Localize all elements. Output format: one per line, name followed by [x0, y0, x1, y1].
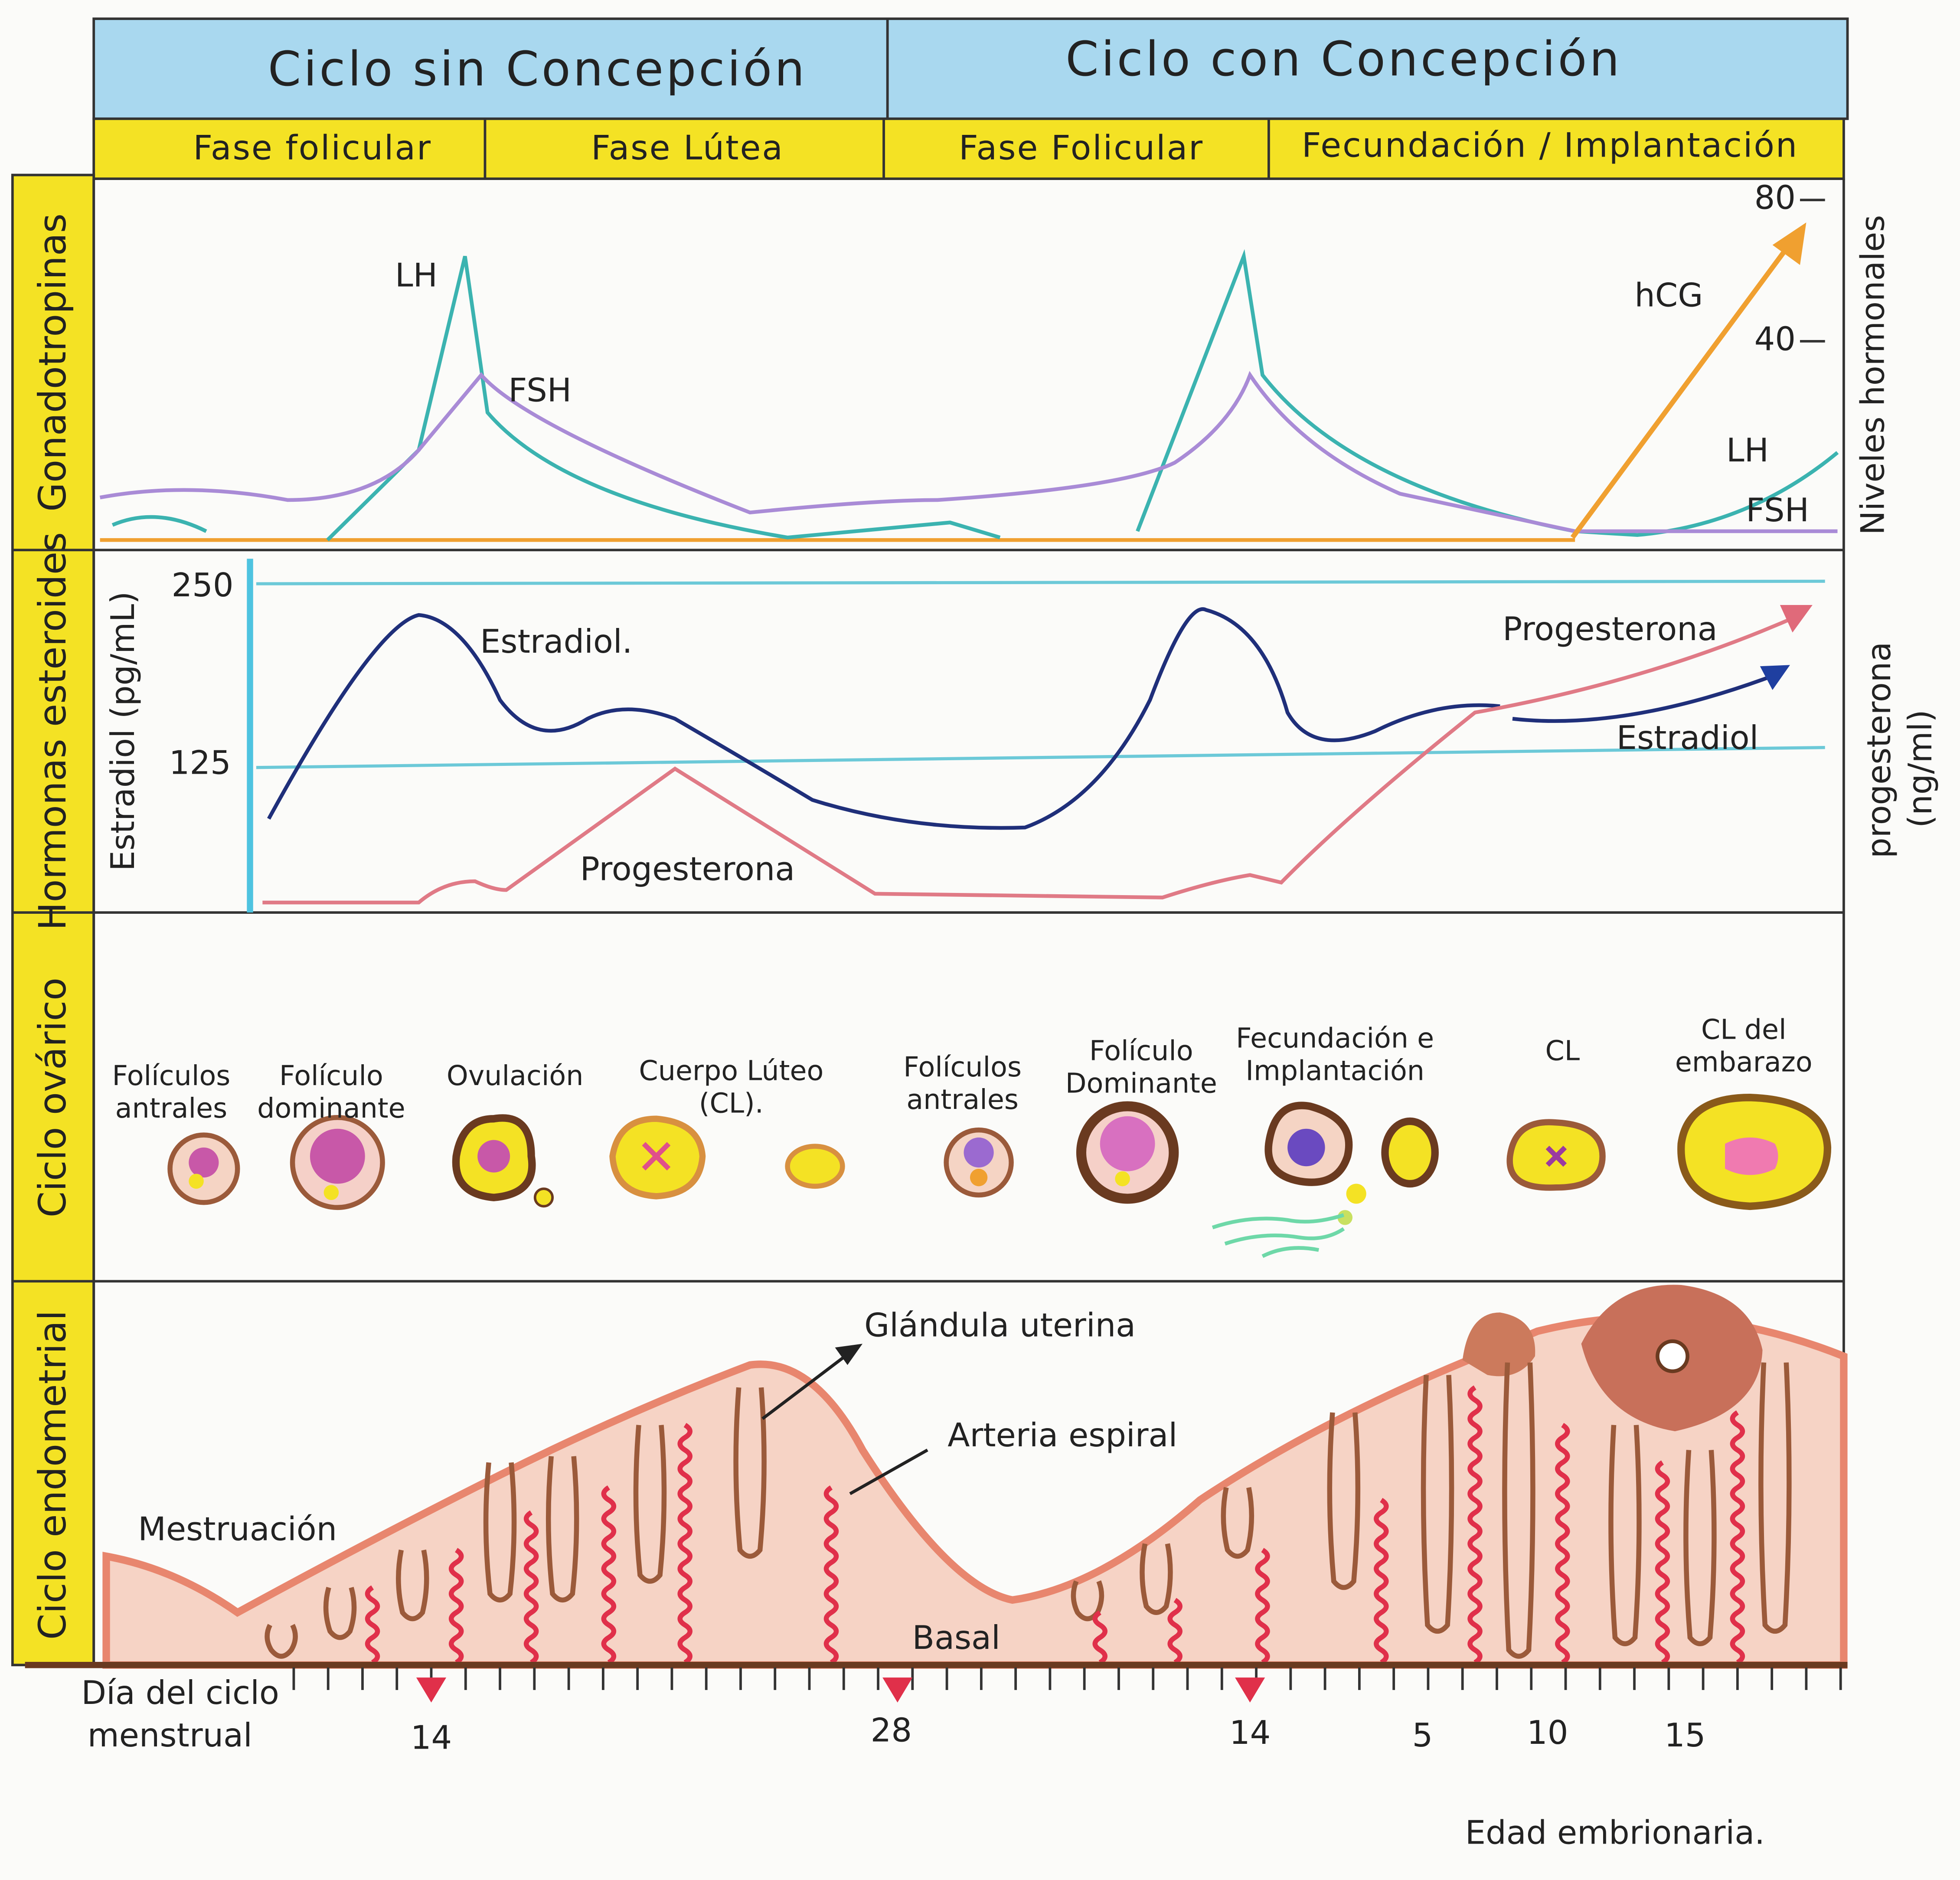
- ovary-label: antrales: [115, 1092, 228, 1124]
- timeline-title: menstrual: [88, 1716, 252, 1754]
- day-label: 5: [1412, 1716, 1433, 1754]
- axis-title: (ng/ml): [1901, 709, 1939, 828]
- curve-label: hCG: [1634, 276, 1703, 314]
- header-right: Ciclo con Concepción: [1065, 31, 1622, 87]
- ovary-label: (CL).: [699, 1087, 764, 1119]
- day-label: 10: [1527, 1713, 1568, 1752]
- annotation: Basal: [912, 1618, 1000, 1657]
- ovary-label: antrales: [906, 1083, 1019, 1115]
- axis-title: Estradiol (pg/mL): [104, 592, 142, 871]
- embryo-age-title: Edad embrionaria.: [1465, 1814, 1765, 1852]
- ovary-label: Dominante: [1065, 1067, 1217, 1099]
- curve-label: LH: [395, 256, 438, 294]
- phase-label: Fase Folicular: [959, 128, 1204, 167]
- row-label: Ciclo endometrial: [31, 1310, 75, 1640]
- diagram: Ciclo sin Concepción Ciclo con Concepció…: [0, 0, 1960, 1880]
- row-label: Gonadotropinas: [31, 213, 75, 512]
- header-left: Ciclo sin Concepción: [268, 41, 807, 97]
- day-label: 14: [1229, 1713, 1271, 1752]
- tick-label: 80: [1754, 179, 1796, 217]
- ovary-label: Folículos: [112, 1059, 231, 1092]
- tick-label: 125: [169, 743, 231, 781]
- ovary-label: Ovulación: [447, 1059, 584, 1092]
- curve-label: LH: [1726, 431, 1769, 469]
- tick-label: 40: [1754, 320, 1796, 358]
- ovary-label: CL del: [1701, 1013, 1787, 1045]
- curve-label: Progesterona: [580, 850, 795, 888]
- phase-label: Fase Lútea: [591, 128, 784, 167]
- row-label: Ciclo ovárico: [31, 978, 75, 1217]
- ovary-label: Implantación: [1245, 1055, 1424, 1087]
- ovary-label: Folículo: [1089, 1034, 1193, 1066]
- curve-label: Estradiol: [1617, 719, 1759, 757]
- day-label: 15: [1664, 1716, 1705, 1754]
- tick-label: 250: [171, 566, 233, 604]
- day-label: 28: [871, 1711, 912, 1749]
- day-label: 14: [411, 1719, 452, 1757]
- ovary-label: Folículos: [903, 1051, 1022, 1083]
- curve-label: Progesterona: [1503, 610, 1718, 648]
- timeline-title: Día del ciclo: [81, 1674, 279, 1712]
- curve-label: FSH: [1746, 491, 1809, 529]
- ovary-label: Cuerpo Lúteo: [639, 1055, 823, 1087]
- ovary-label: Fecundación e: [1236, 1022, 1434, 1054]
- curve-label: FSH: [508, 371, 572, 409]
- embryo: [1657, 1341, 1687, 1371]
- annotation: Mestruación: [138, 1510, 337, 1548]
- axis-title: Niveles hormonales: [1853, 215, 1891, 535]
- phase-label: Fase folicular: [193, 128, 431, 167]
- row-label: Hormonas esteroides: [31, 532, 75, 930]
- axis-title: progesterona: [1860, 642, 1898, 858]
- annotation: Glándula uterina: [864, 1306, 1136, 1344]
- artery: [1732, 1412, 1742, 1662]
- curve-label: Estradiol.: [480, 622, 632, 660]
- ovary-label: Folículo: [279, 1059, 383, 1092]
- annotation: Arteria espiral: [947, 1416, 1177, 1454]
- ovary-label: embarazo: [1675, 1046, 1813, 1078]
- ovary-label: dominante: [257, 1092, 405, 1124]
- phase-label: Fecundación / Implantación: [1302, 126, 1798, 165]
- ovary-label: CL: [1545, 1034, 1580, 1066]
